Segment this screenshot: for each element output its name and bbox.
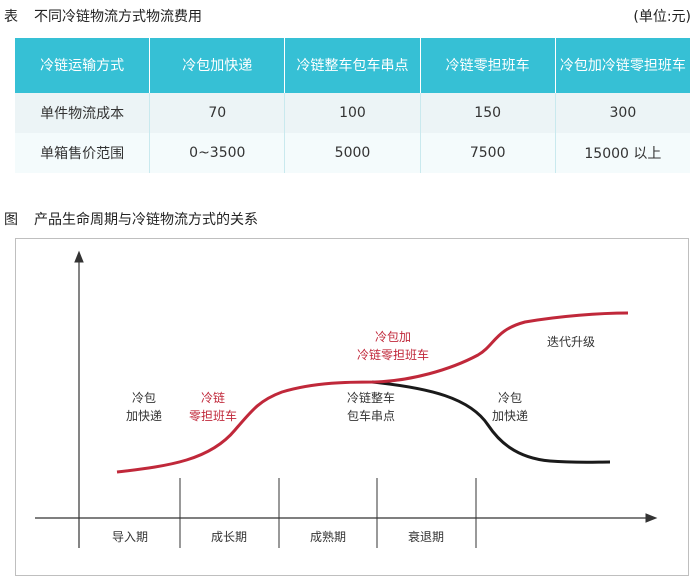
table-cell: 300 bbox=[555, 93, 690, 133]
table-cell: 单箱售价范围 bbox=[15, 133, 151, 173]
figure-caption-text: 产品生命周期与冷链物流方式的关系 bbox=[34, 212, 258, 228]
label-cold-pack-1: 冷包 bbox=[132, 391, 156, 405]
table-cell: 单件物流成本 bbox=[15, 93, 151, 133]
table-row: 单件物流成本 70 100 150 300 bbox=[15, 93, 690, 133]
label-mix-1: 冷包加 bbox=[375, 330, 411, 344]
label-mix-2: 冷链零担班车 bbox=[357, 347, 429, 362]
table-cell: 70 bbox=[149, 93, 286, 133]
label-truck-2: 包车串点 bbox=[347, 408, 395, 423]
label-ltl-1: 冷链 bbox=[201, 390, 225, 405]
header-col-3: 冷链零担班车 bbox=[420, 38, 556, 93]
stage-label: 成长期 bbox=[211, 530, 247, 544]
stage-label: 衰退期 bbox=[408, 529, 444, 544]
table-cell: 0~3500 bbox=[149, 133, 286, 173]
table-cell: 100 bbox=[284, 93, 421, 133]
table-caption-tag: 表 bbox=[4, 9, 18, 25]
table-caption: 表不同冷链物流方式物流费用 bbox=[4, 6, 202, 26]
label-ltl-2: 零担班车 bbox=[189, 408, 237, 423]
table-cell: 5000 bbox=[284, 133, 421, 173]
figure-caption-tag: 图 bbox=[4, 212, 18, 228]
stage-label: 成熟期 bbox=[310, 529, 346, 544]
header-col-1: 冷包加快递 bbox=[149, 38, 286, 93]
header-col-4: 冷包加冷链零担班车 bbox=[555, 38, 690, 93]
label-decline-1: 冷包 bbox=[498, 391, 522, 405]
label-iteration: 迭代升级 bbox=[547, 335, 595, 349]
table-header-row: 冷链运输方式 冷包加快递 冷链整车包车串点 冷链零担班车 冷包加冷链零担班车 bbox=[15, 38, 690, 93]
label-truck-1: 冷链整车 bbox=[347, 390, 395, 405]
header-method: 冷链运输方式 bbox=[15, 38, 151, 93]
figure-caption: 图产品生命周期与冷链物流方式的关系 bbox=[4, 209, 258, 229]
table-caption-text: 不同冷链物流方式物流费用 bbox=[34, 9, 202, 25]
table-cell: 150 bbox=[420, 93, 556, 133]
cost-table: 冷链运输方式 冷包加快递 冷链整车包车串点 冷链零担班车 冷包加冷链零担班车 单… bbox=[15, 38, 690, 173]
lifecycle-diagram-frame bbox=[15, 238, 689, 576]
declining-curve bbox=[371, 380, 611, 464]
label-decline-2: 加快递 bbox=[492, 409, 528, 423]
label-cold-pack-2: 加快递 bbox=[126, 409, 162, 423]
stage-label: 导入期 bbox=[112, 530, 148, 544]
table-cell: 7500 bbox=[420, 133, 556, 173]
unit-label: (单位:元) bbox=[633, 9, 691, 25]
growth-curve bbox=[116, 311, 629, 474]
header-col-2: 冷链整车包车串点 bbox=[284, 38, 421, 93]
table-row: 单箱售价范围 0~3500 5000 7500 15000 以上 bbox=[15, 133, 690, 173]
table-cell: 15000 以上 bbox=[555, 133, 690, 173]
